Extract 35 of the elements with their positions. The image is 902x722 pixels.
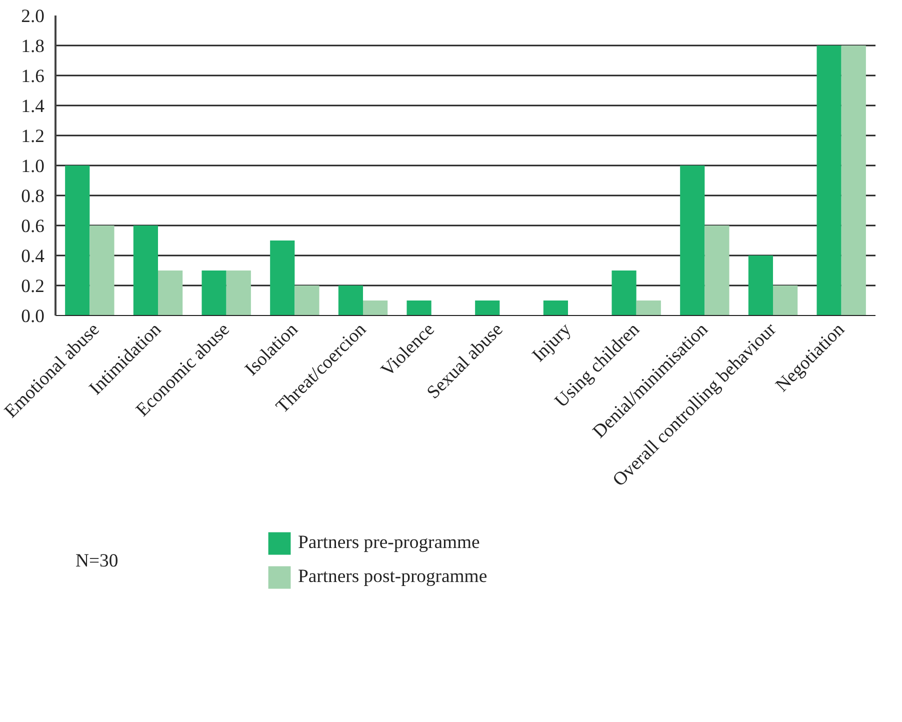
bar <box>65 166 90 316</box>
bar <box>773 286 798 316</box>
bar <box>612 270 636 316</box>
bar <box>748 256 773 316</box>
y-tick-label: 1.0 <box>21 156 45 177</box>
bar <box>406 300 432 316</box>
y-tick-label: 1.6 <box>21 66 45 87</box>
bar <box>294 286 320 316</box>
bar <box>133 226 158 316</box>
bar <box>363 300 388 316</box>
bar <box>636 300 661 316</box>
bar <box>202 270 226 316</box>
legend-label: Partners pre-programme <box>298 532 480 554</box>
bar <box>338 286 363 316</box>
bar <box>158 270 183 316</box>
y-tick-label: 2.0 <box>21 6 45 27</box>
bar <box>270 240 295 316</box>
bar <box>704 226 730 316</box>
bar <box>680 166 705 316</box>
y-tick-label: 0.6 <box>21 216 45 237</box>
y-tick-label: 0.0 <box>21 306 45 327</box>
y-tick-label: 1.4 <box>21 96 46 117</box>
y-tick-label: 0.4 <box>21 246 46 267</box>
legend-label: Partners post-programme <box>298 566 488 588</box>
bar <box>841 46 866 316</box>
bar <box>475 300 500 316</box>
y-tick-label: 0.2 <box>21 276 45 297</box>
bar <box>816 46 842 316</box>
bar <box>543 300 568 316</box>
bar <box>90 226 114 316</box>
text: N=30 <box>76 550 118 572</box>
y-tick-label: 1.2 <box>21 126 45 147</box>
y-tick-label: 0.8 <box>21 186 45 207</box>
bar <box>226 270 251 316</box>
y-tick-label: 1.8 <box>21 36 45 57</box>
